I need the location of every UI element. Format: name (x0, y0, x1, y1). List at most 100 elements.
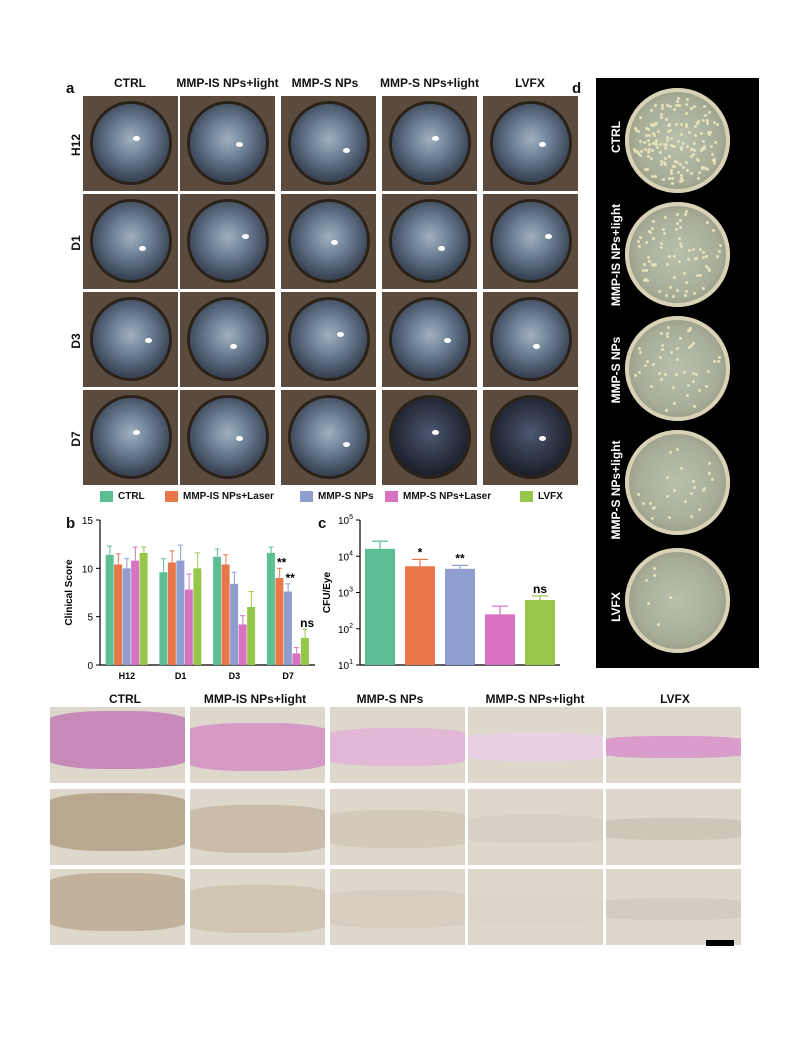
bacterial-colony (664, 162, 668, 166)
bacterial-colony (650, 384, 654, 388)
histology-section (330, 707, 465, 783)
bacterial-colony (668, 104, 672, 108)
bacterial-colony (671, 181, 675, 185)
bacterial-colony (685, 125, 689, 128)
y-tick-label: 102 (338, 623, 353, 636)
histology-section (468, 707, 603, 783)
corneal-tissue (190, 885, 325, 933)
plate-label-mmp-s-light: MMP-S NPs+light (609, 440, 623, 540)
bacterial-colony (678, 259, 681, 263)
legend-item-ctrl: CTRL (100, 491, 145, 505)
bar (445, 568, 475, 665)
column-header-mmp-s: MMP-S NPs (291, 76, 359, 90)
bacterial-colony (702, 256, 706, 260)
bacterial-colony (662, 227, 666, 231)
row-label-d3: D3 (69, 333, 83, 349)
bacterial-colony (682, 272, 686, 276)
legend-swatch (385, 491, 398, 502)
bacterial-colony (702, 140, 706, 144)
bar (159, 572, 168, 665)
bacterial-colony (665, 408, 669, 412)
legend-swatch (520, 491, 533, 502)
bacterial-colony (712, 158, 716, 162)
eye-glint (236, 436, 243, 441)
bacterial-colony (653, 133, 657, 137)
eye-photo (483, 390, 578, 485)
bacterial-colony (686, 329, 690, 333)
eye-glint (539, 436, 546, 441)
histology-section (330, 789, 465, 865)
y-tick-exponent: 4 (349, 550, 353, 557)
eye-photo (483, 194, 578, 289)
bacterial-colony (676, 160, 680, 164)
eye-cornea (291, 398, 367, 476)
column-header-ctrl: CTRL (114, 76, 146, 90)
bacterial-colony (654, 139, 658, 143)
y-axis-label: CFU/Eye (322, 572, 333, 614)
bacterial-colony (703, 166, 707, 170)
bacterial-colony (692, 153, 696, 157)
bacterial-colony (671, 177, 675, 181)
bacterial-colony (692, 371, 696, 375)
y-tick-label: 104 (338, 550, 353, 563)
y-tick-label: 103 (338, 587, 353, 600)
plate-label-mmp-is-light: MMP-IS NPs+light (609, 203, 623, 307)
bacterial-colony (643, 140, 647, 144)
eye-photo (382, 194, 477, 289)
histology-section (50, 869, 185, 945)
bacterial-colony (657, 371, 661, 375)
bacterial-colony (707, 471, 711, 475)
bacterial-colony (699, 274, 703, 278)
significance-label: ** (277, 555, 287, 569)
eye-glint (331, 240, 338, 245)
eye-cornea (93, 398, 169, 476)
eye-cornea (291, 104, 367, 182)
bacterial-colony (680, 147, 684, 151)
bar (275, 578, 284, 665)
bacterial-colony (672, 255, 676, 259)
bacterial-colony (670, 350, 674, 354)
bacterial-colony (635, 128, 639, 132)
agar-plate (625, 88, 730, 193)
bacterial-colony (666, 325, 670, 329)
bacterial-colony (644, 147, 648, 151)
bacterial-colony (701, 250, 705, 254)
eye-photo (382, 292, 477, 387)
bacterial-colony (667, 176, 671, 180)
bar (114, 564, 123, 665)
histology-section (468, 789, 603, 865)
bacterial-colony (662, 231, 666, 235)
bacterial-colony (637, 347, 641, 351)
bacterial-colony (692, 485, 696, 489)
bacterial-colony (668, 154, 672, 158)
bacterial-colony (668, 286, 672, 290)
eye-photo (83, 390, 178, 485)
bacterial-colony (708, 462, 711, 466)
bacterial-colony (665, 335, 669, 339)
bacterial-colony (685, 393, 689, 397)
eye-glint (533, 344, 540, 349)
bacterial-colony (690, 171, 694, 175)
bacterial-colony (666, 262, 670, 266)
bacterial-colony (678, 241, 682, 245)
bacterial-colony (652, 567, 656, 571)
legend-swatch (300, 491, 313, 502)
bacterial-colony (647, 260, 651, 264)
bacterial-colony (690, 492, 694, 496)
bar (193, 568, 202, 665)
bacterial-colony (706, 267, 710, 271)
bacterial-colony (654, 142, 658, 146)
eye-cornea (493, 104, 569, 182)
bacterial-colony (688, 327, 692, 331)
bacterial-colony (676, 140, 680, 144)
bacterial-colony (679, 225, 683, 229)
bacterial-colony (648, 147, 652, 151)
bacterial-colony (667, 122, 671, 126)
bacterial-colony (644, 268, 648, 272)
bacterial-colony (696, 177, 700, 181)
bacterial-colony (633, 126, 637, 130)
bacterial-colony (661, 104, 665, 108)
bacterial-colony (709, 130, 713, 134)
bacterial-colony (681, 142, 685, 146)
eye-cornea (291, 300, 367, 378)
